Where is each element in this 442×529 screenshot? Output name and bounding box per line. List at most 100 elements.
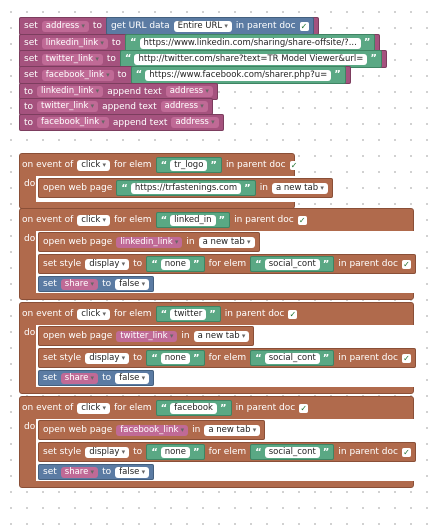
open-web-page-block[interactable]: open web page facebook_link in a new tab xyxy=(38,420,266,440)
append-twitter-block[interactable]: to twitter_link append text address xyxy=(19,98,213,115)
open-web-page-block[interactable]: open web page twitter_link in a new tab xyxy=(38,326,255,346)
append-linkedin-block[interactable]: to linkedin_link append text address xyxy=(19,83,218,100)
event-handler-facebook[interactable]: on event of click for elem “ facebook ” … xyxy=(19,396,416,488)
url-text-field[interactable]: https://www.facebook.com/sharer.php?u= xyxy=(145,69,332,81)
url-variable-dropdown[interactable]: twitter_link xyxy=(116,330,178,342)
element-name-field[interactable]: twitter xyxy=(170,308,207,320)
set-facebook-link-block[interactable]: set facebook_link to “ https://www.faceb… xyxy=(19,66,351,84)
append-facebook-block[interactable]: to facebook_link append text address xyxy=(19,114,224,131)
element-name-block[interactable]: “ tr_logo ” xyxy=(155,157,222,173)
boolean-dropdown[interactable]: false xyxy=(115,278,150,290)
target-element-field[interactable]: social_cont xyxy=(264,446,320,458)
open-quote-icon: “ xyxy=(151,258,158,270)
element-name-field[interactable]: facebook xyxy=(170,402,217,414)
parent-doc-checkbox[interactable]: ✓ xyxy=(299,21,309,31)
element-name-block[interactable]: “ twitter ” xyxy=(155,306,221,322)
element-name-block[interactable]: “ linked_in ” xyxy=(155,212,231,228)
set-style-block[interactable]: set style display to “ none ” for elem “… xyxy=(38,348,416,368)
open-quote-icon: “ xyxy=(160,308,168,320)
variable-dropdown[interactable]: linkedin_link xyxy=(37,86,104,97)
event-handler-tr-logo[interactable]: on event of click for elem “ tr_logo ” i… xyxy=(19,153,333,209)
boolean-dropdown[interactable]: false xyxy=(115,372,150,384)
target-element-block[interactable]: “ social_cont ” xyxy=(250,350,335,366)
to-keyword: to xyxy=(24,117,34,128)
open-web-page-label: open web page xyxy=(43,237,113,247)
event-type-dropdown[interactable]: click xyxy=(77,402,110,414)
parent-doc-checkbox[interactable]: ✓ xyxy=(289,160,299,170)
set-style-block[interactable]: set style display to “ none ” for elem “… xyxy=(38,442,416,462)
set-address-block[interactable]: set address to get URL data Entire URL i… xyxy=(19,17,319,35)
text-string-block[interactable]: “ https://www.linkedin.com/sharing/share… xyxy=(124,34,376,52)
get-url-data-block[interactable]: get URL data Entire URL in parent doc ✓ xyxy=(105,17,314,35)
append-value-dropdown[interactable]: address xyxy=(160,101,208,112)
element-name-field[interactable]: linked_in xyxy=(170,214,216,226)
variable-dropdown[interactable]: twitter_link xyxy=(41,53,103,65)
event-handler-linked-in[interactable]: on event of click for elem “ linked_in ”… xyxy=(19,208,416,300)
set-style-block[interactable]: set style display to “ none ” for elem “… xyxy=(38,254,416,274)
style-property-dropdown[interactable]: display xyxy=(85,446,130,458)
open-quote-icon: “ xyxy=(124,53,132,64)
style-value-field[interactable]: none xyxy=(160,352,190,364)
element-name-field[interactable]: tr_logo xyxy=(170,159,208,171)
variable-dropdown[interactable]: facebook_link xyxy=(41,69,114,81)
url-property-dropdown[interactable]: Entire URL xyxy=(173,20,232,32)
text-string-block[interactable]: “ https://www.facebook.com/sharer.php?u=… xyxy=(130,66,346,84)
on-event-of-label: on event of xyxy=(22,160,74,170)
target-dropdown[interactable]: a new tab xyxy=(193,330,250,342)
variable-dropdown[interactable]: address xyxy=(41,20,89,32)
append-value-dropdown[interactable]: address xyxy=(165,86,213,97)
url-field[interactable]: https://trfastenings.com xyxy=(130,182,242,194)
url-text-field[interactable]: http://twitter.com/share?text=TR Model V… xyxy=(134,53,368,65)
target-element-block[interactable]: “ social_cont ” xyxy=(250,256,335,272)
variable-dropdown[interactable]: linkedin_link xyxy=(41,37,108,49)
parent-doc-checkbox[interactable]: ✓ xyxy=(401,259,411,269)
variable-dropdown[interactable]: facebook_link xyxy=(37,117,109,128)
event-handler-twitter[interactable]: on event of click for elem “ twitter ” i… xyxy=(19,302,416,394)
parent-doc-checkbox[interactable]: ✓ xyxy=(401,353,411,363)
element-name-block[interactable]: “ facebook ” xyxy=(155,400,232,416)
variable-dropdown[interactable]: share xyxy=(60,466,99,478)
for-elem-label: for elem xyxy=(208,259,247,269)
style-property-dropdown[interactable]: display xyxy=(85,258,130,270)
event-type-dropdown[interactable]: click xyxy=(77,308,110,320)
target-dropdown[interactable]: a new tab xyxy=(198,236,255,248)
target-dropdown[interactable]: a new tab xyxy=(204,424,261,436)
style-value-block[interactable]: “ none ” xyxy=(146,256,205,272)
set-share-block[interactable]: set share to false xyxy=(38,370,155,386)
set-keyword: set xyxy=(24,54,38,64)
parent-doc-checkbox[interactable]: ✓ xyxy=(288,309,298,319)
set-share-block[interactable]: set share to false xyxy=(38,276,155,292)
url-variable-dropdown[interactable]: linkedin_link xyxy=(116,236,183,248)
open-web-page-block[interactable]: open web page linkedin_link in a new tab xyxy=(38,232,260,252)
style-value-block[interactable]: “ none ” xyxy=(146,350,205,366)
parent-doc-checkbox[interactable]: ✓ xyxy=(297,215,307,225)
event-type-dropdown[interactable]: click xyxy=(77,214,110,226)
close-quote-icon: ” xyxy=(363,37,371,48)
variable-dropdown[interactable]: share xyxy=(60,278,99,290)
event-type-dropdown[interactable]: click xyxy=(77,159,110,171)
style-value-field[interactable]: none xyxy=(160,446,190,458)
target-element-field[interactable]: social_cont xyxy=(264,258,320,270)
set-linkedin-link-block[interactable]: set linkedin_link to “ https://www.linke… xyxy=(19,34,381,52)
target-element-block[interactable]: “ social_cont ” xyxy=(250,444,335,460)
parent-doc-checkbox[interactable]: ✓ xyxy=(401,447,411,457)
open-quote-icon: “ xyxy=(151,446,158,458)
target-element-field[interactable]: social_cont xyxy=(264,352,320,364)
url-variable-dropdown[interactable]: facebook_link xyxy=(116,424,189,436)
to-keyword: to xyxy=(92,21,102,31)
variable-dropdown[interactable]: twitter_link xyxy=(37,101,99,112)
target-dropdown[interactable]: a new tab xyxy=(271,182,328,194)
url-text-field[interactable]: https://www.linkedin.com/sharing/share-o… xyxy=(139,37,361,49)
append-value-dropdown[interactable]: address xyxy=(171,117,219,128)
open-quote-icon: “ xyxy=(129,37,137,48)
style-property-dropdown[interactable]: display xyxy=(85,352,130,364)
style-value-field[interactable]: none xyxy=(160,258,190,270)
boolean-dropdown[interactable]: false xyxy=(115,466,150,478)
url-string-block[interactable]: “ https://trfastenings.com ” xyxy=(116,180,256,196)
open-web-page-block[interactable]: open web page “ https://trfastenings.com… xyxy=(38,178,333,198)
set-style-label: set style xyxy=(43,353,82,363)
style-value-block[interactable]: “ none ” xyxy=(146,444,205,460)
variable-dropdown[interactable]: share xyxy=(60,372,99,384)
set-share-block[interactable]: set share to false xyxy=(38,464,155,480)
parent-doc-checkbox[interactable]: ✓ xyxy=(299,403,309,413)
